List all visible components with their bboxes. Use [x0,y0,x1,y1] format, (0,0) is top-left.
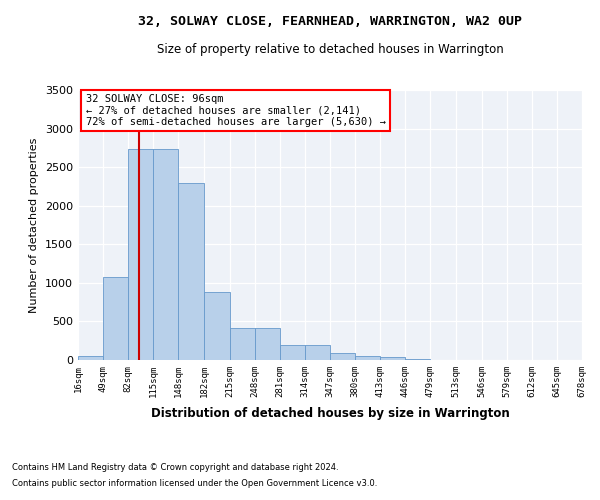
Bar [128,150,154,360]
Bar [406,359,430,360]
Y-axis label: Number of detached properties: Number of detached properties [29,138,40,312]
Bar [355,356,380,360]
Bar [254,328,280,360]
Bar [154,150,178,360]
Text: Contains HM Land Registry data © Crown copyright and database right 2024.: Contains HM Land Registry data © Crown c… [12,462,338,471]
Bar [380,357,406,360]
Text: Distribution of detached houses by size in Warrington: Distribution of detached houses by size … [151,408,509,420]
Text: 32, SOLWAY CLOSE, FEARNHEAD, WARRINGTON, WA2 0UP: 32, SOLWAY CLOSE, FEARNHEAD, WARRINGTON,… [138,15,522,28]
Bar [205,292,230,360]
Bar [330,353,355,360]
Text: 32 SOLWAY CLOSE: 96sqm
← 27% of detached houses are smaller (2,141)
72% of semi-: 32 SOLWAY CLOSE: 96sqm ← 27% of detached… [86,94,386,127]
Text: Contains public sector information licensed under the Open Government Licence v3: Contains public sector information licen… [12,479,377,488]
Bar [103,276,128,360]
Bar [230,328,254,360]
Bar [280,344,305,360]
Bar [305,344,330,360]
Bar [178,182,205,360]
Text: Size of property relative to detached houses in Warrington: Size of property relative to detached ho… [157,42,503,56]
Bar [78,356,103,360]
